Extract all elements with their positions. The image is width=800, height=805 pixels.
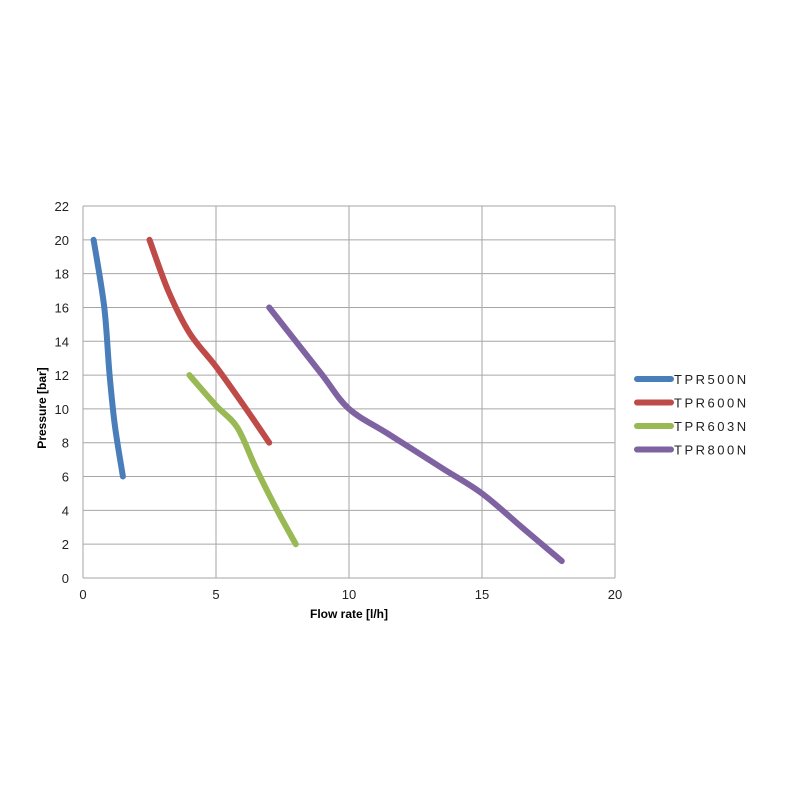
legend-label-tpr800n: TPR800N bbox=[674, 443, 749, 458]
x-tick-label: 5 bbox=[212, 587, 219, 602]
x-tick-label: 20 bbox=[608, 587, 622, 602]
legend-label-tpr500n: TPR500N bbox=[674, 372, 749, 387]
y-tick-labels: 0 2 4 6 8 10 12 14 16 18 20 22 bbox=[55, 199, 69, 586]
x-tick-label: 10 bbox=[342, 587, 356, 602]
y-tick-label: 18 bbox=[55, 267, 69, 282]
y-tick-label: 16 bbox=[55, 300, 69, 315]
y-tick-label: 2 bbox=[62, 537, 69, 552]
y-tick-label: 20 bbox=[55, 233, 69, 248]
legend-label-tpr600n: TPR600N bbox=[674, 396, 749, 411]
x-axis-title: Flow rate [l/h] bbox=[310, 607, 388, 621]
y-tick-label: 8 bbox=[62, 436, 69, 451]
y-tick-label: 10 bbox=[55, 402, 69, 417]
y-tick-label: 22 bbox=[55, 199, 69, 214]
y-tick-label: 0 bbox=[62, 571, 69, 586]
legend-label-tpr603n: TPR603N bbox=[674, 419, 749, 434]
y-tick-label: 14 bbox=[55, 334, 69, 349]
series-lines bbox=[90, 236, 565, 565]
series-line-tpr500n bbox=[90, 236, 126, 480]
y-tick-label: 12 bbox=[55, 368, 69, 383]
x-tick-label: 0 bbox=[79, 587, 86, 602]
series-line-tpr603n bbox=[186, 372, 299, 548]
y-tick-label: 6 bbox=[62, 470, 69, 485]
x-tick-label: 15 bbox=[475, 587, 489, 602]
legend: TPR500N TPR600N TPR603N TPR800N bbox=[634, 372, 749, 458]
gridlines bbox=[82, 205, 616, 579]
y-tick-label: 4 bbox=[62, 503, 69, 518]
series-line-tpr600n bbox=[146, 236, 273, 446]
series-line-tpr800n bbox=[266, 304, 565, 565]
y-axis-title: Pressure [bar] bbox=[35, 367, 49, 448]
x-tick-labels: 0 5 10 15 20 bbox=[79, 587, 622, 602]
